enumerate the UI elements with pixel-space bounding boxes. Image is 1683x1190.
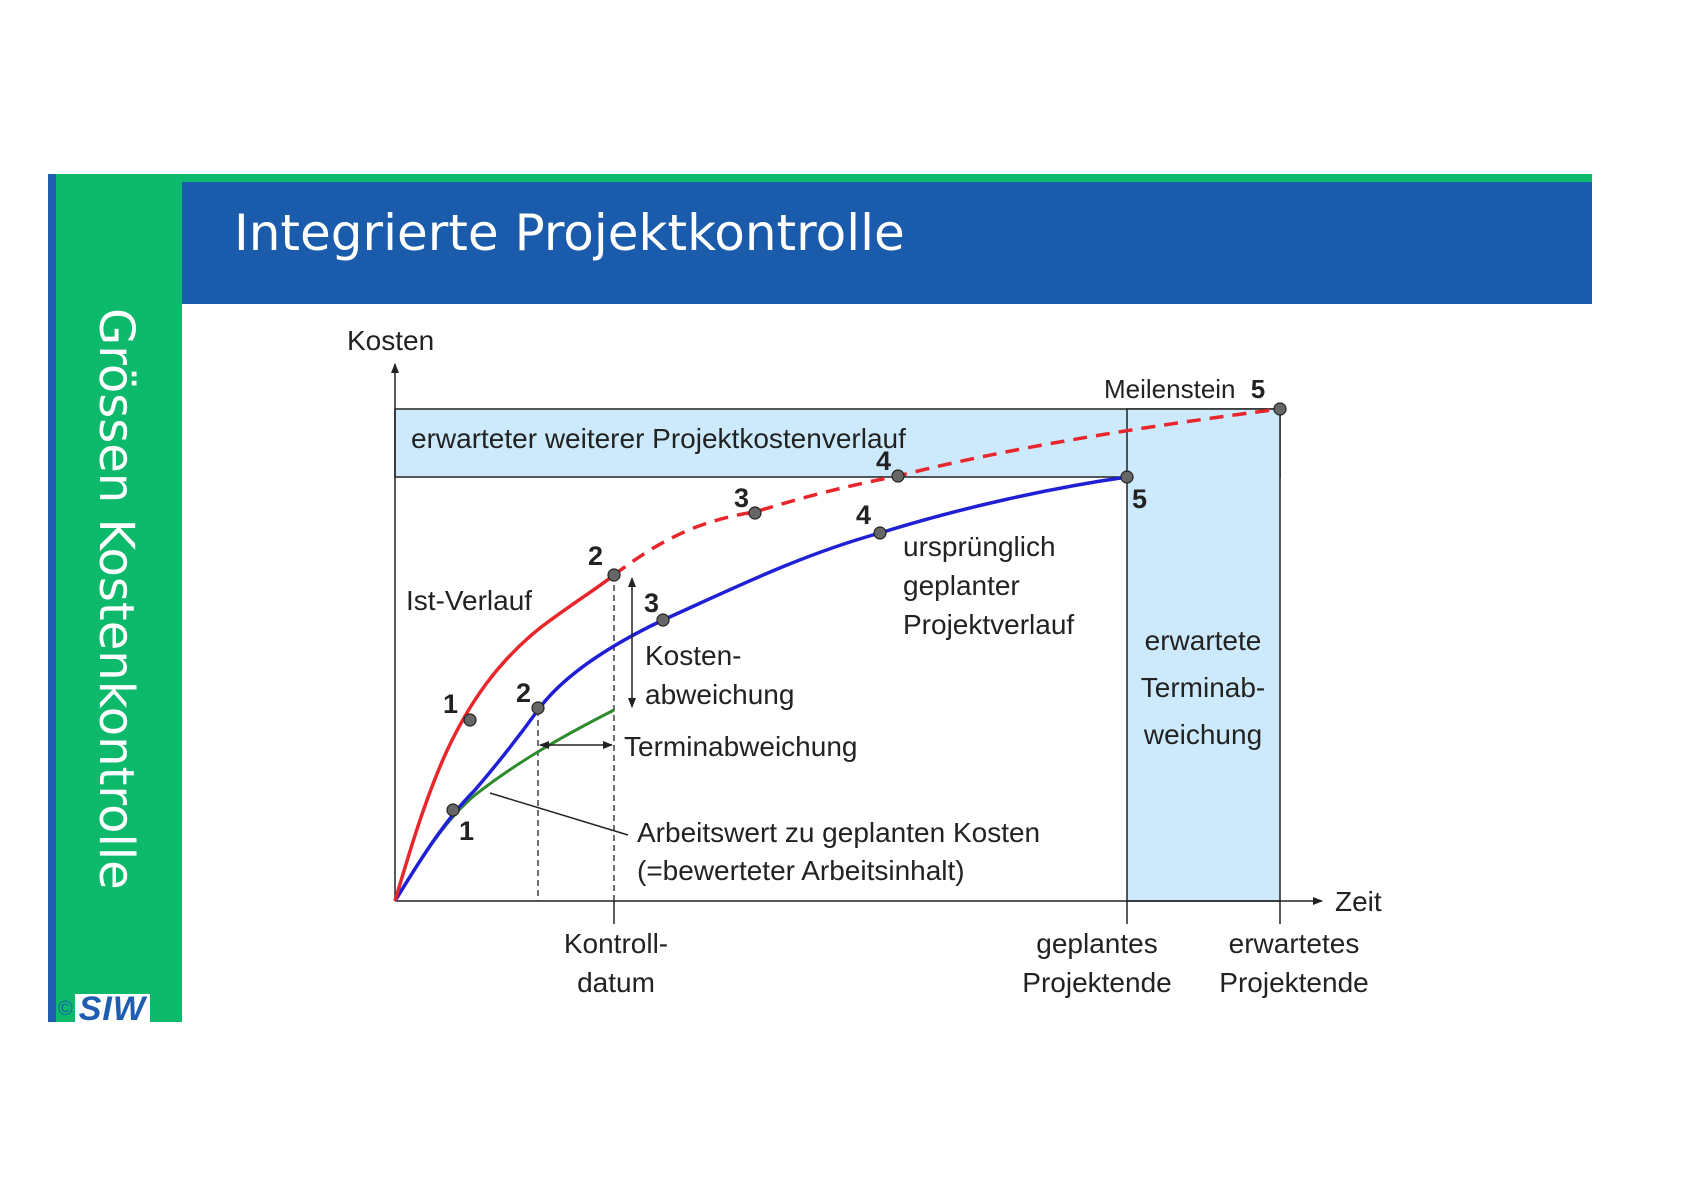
- x-axis-label: Zeit: [1335, 886, 1382, 917]
- expected-point-label-4: 4: [876, 446, 891, 476]
- actual-point-1: [463, 713, 477, 727]
- y-axis-label: Kosten: [347, 325, 434, 356]
- planned-point-label-4: 4: [856, 500, 871, 530]
- expected-end-label-line-1: erwartetes: [1229, 928, 1360, 959]
- planned-end-label-line-1: geplantes: [1036, 928, 1157, 959]
- planned-point-5: [1120, 470, 1134, 484]
- milestone-number: 5: [1251, 374, 1265, 404]
- actual-point-2: [607, 568, 621, 582]
- expected-cost-curve: [612, 407, 1281, 577]
- planned-point-3: [656, 613, 670, 627]
- expected-schedule-label-line-3: weichung: [1143, 719, 1262, 750]
- expected-point-4: [891, 469, 905, 483]
- page-title: Integrierte Projektkontrolle: [234, 204, 905, 262]
- planned-point-label-3: 3: [644, 588, 659, 618]
- expected-point-5: [1273, 402, 1287, 416]
- earned-value-leader-line: [489, 792, 629, 836]
- expected-point-3: [748, 506, 762, 520]
- control-date-label-line-2: datum: [577, 967, 655, 998]
- planned-point-1: [446, 803, 460, 817]
- actual-cost-curve: [393, 573, 616, 902]
- cost-deviation-label-line-1: Kosten-: [645, 640, 742, 671]
- actual-point-label-2: 2: [588, 541, 603, 571]
- earned-value-curve: [393, 708, 615, 902]
- copyright-symbol: ©: [58, 997, 73, 1020]
- control-date-label-line-1: Kontroll-: [564, 928, 668, 959]
- planned-point-label-5: 5: [1132, 484, 1147, 514]
- schedule-deviation-label: Terminabweichung: [624, 731, 857, 762]
- planned-label-line-3: Projektverlauf: [903, 609, 1074, 640]
- expected-schedule-label-line-1: erwartete: [1145, 625, 1262, 656]
- earned-value-label-line-2: (=bewerteter Arbeitsinhalt): [637, 855, 965, 886]
- header-bar: Integrierte Projektkontrolle: [182, 182, 1592, 304]
- expected-point-label-3: 3: [734, 483, 749, 513]
- planned-point-label-1: 1: [459, 816, 474, 846]
- sidebar-panel: [48, 174, 182, 1022]
- planned-label-line-2: geplanter: [903, 570, 1020, 601]
- planned-end-label-line-2: Projektende: [1022, 967, 1171, 998]
- cost-deviation-label-line-2: abweichung: [645, 679, 794, 710]
- earned-value-label-line-1: Arbeitswert zu geplanten Kosten: [637, 817, 1040, 848]
- siw-logo: © SIW: [58, 992, 150, 1026]
- planned-point-2: [531, 701, 545, 715]
- planned-point-4: [873, 526, 887, 540]
- sidebar-title: Grössen Kostenkontrolle: [88, 308, 144, 890]
- header-accent-bar: [182, 174, 1592, 182]
- expected-end-label-line-2: Projektende: [1219, 967, 1368, 998]
- planned-label-line-1: ursprünglich: [903, 531, 1056, 562]
- actual-point-label-1: 1: [443, 689, 458, 719]
- expected-schedule-label-line-2: Terminab-: [1141, 672, 1265, 703]
- milestone-label-text: Meilenstein: [1104, 374, 1236, 404]
- expected-cost-band-label: erwarteter weiterer Projektkostenverlauf: [411, 423, 906, 454]
- actual-cost-label: Ist-Verlauf: [406, 585, 532, 616]
- planned-point-label-2: 2: [516, 678, 531, 708]
- milestone-label: Meilenstein 5: [1104, 374, 1265, 404]
- logo-text: SIW: [74, 992, 150, 1026]
